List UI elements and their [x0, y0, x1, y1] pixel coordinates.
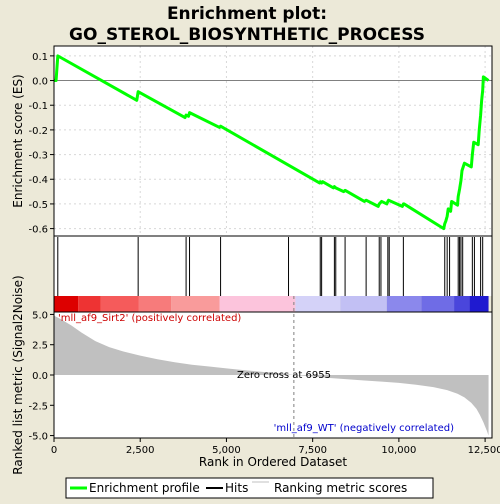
- enrichment-plot-area: [54, 46, 492, 236]
- ranking-y-ticks: 5.0 2.5 0.0 -2.5 -5.0: [28, 310, 54, 443]
- hits-panel: [53, 235, 493, 313]
- rank-color-segment: [100, 296, 139, 312]
- legend-enrichment-label: Enrichment profile: [89, 481, 200, 495]
- rank-color-segment: [421, 296, 455, 312]
- hit-markers: [57, 237, 484, 296]
- zero-cross-label: Zero cross at 6955: [237, 370, 331, 381]
- enrichment-y-axis-label: Enrichment score (ES): [11, 74, 25, 207]
- ranking-y-axis-label: Ranked list metric (Signal2Noise): [11, 275, 25, 474]
- rank-color-segment: [54, 296, 79, 312]
- enrichment-y-tick-label: -0.4: [28, 175, 48, 186]
- legend: Enrichment profile Hits Ranking metric s…: [65, 477, 434, 499]
- rank-color-segment: [386, 296, 422, 312]
- enrichment-y-tick-label: 0.0: [32, 77, 48, 88]
- positive-correlation-label: 'mll_af9_Sirt2' (positively correlated): [58, 313, 241, 324]
- ranking-plot-frame: [53, 311, 493, 439]
- rank-color-segment: [138, 296, 172, 312]
- enrichment-y-tick-label: -0.6: [28, 225, 48, 236]
- rank-color-band: [54, 296, 489, 312]
- ranking-y-tick-label: -2.5: [28, 401, 48, 412]
- x-axis-tick-label: 10,000: [381, 445, 416, 456]
- rank-color-segment: [171, 296, 220, 312]
- x-axis-label: Rank in Ordered Dataset: [199, 455, 347, 469]
- legend-ranking-label: Ranking metric scores: [274, 481, 407, 495]
- chart-title-line2: GO_STEROL_BIOSYNTHETIC_PROCESS: [69, 25, 425, 45]
- enrichment-y-tick-label: -0.3: [28, 151, 48, 162]
- rank-color-segment: [454, 296, 470, 312]
- rank-color-segment: [219, 296, 296, 312]
- ranking-y-tick-label: 0.0: [32, 371, 48, 382]
- ranking-metric-area: [54, 315, 489, 436]
- legend-box: [65, 477, 434, 499]
- enrichment-y-tick-label: 0.1: [32, 52, 48, 63]
- enrichment-y-tick-label: -0.5: [28, 200, 48, 211]
- rank-color-segment: [295, 296, 341, 312]
- x-axis-tick-label: 2,500: [126, 445, 155, 456]
- x-axis-tick-label: 12,500: [468, 445, 500, 456]
- x-axis-tick-label: 5,000: [212, 445, 241, 456]
- enrichment-profile-line: [54, 54, 490, 231]
- rank-color-segment: [469, 296, 489, 312]
- x-axis-tick-label: 7,500: [298, 445, 327, 456]
- ranking-y-tick-label: -5.0: [28, 432, 48, 443]
- ranking-y-tick-label: 5.0: [32, 310, 48, 321]
- enrichment-y-tick-label: -0.2: [28, 126, 48, 137]
- rank-color-segment: [340, 296, 387, 312]
- hits-plot-area: [54, 236, 492, 296]
- legend-hits-label: Hits: [225, 481, 248, 495]
- enrichment-y-tick-label: -0.1: [28, 101, 48, 112]
- ranking-y-tick-label: 2.5: [32, 341, 48, 352]
- chart-title-line1: Enrichment plot:: [167, 4, 327, 24]
- x-axis-ticks: 0 2,500 5,000 7,500 10,000 12,500: [51, 438, 500, 456]
- enrichment-y-ticks: 0.1 0.0 -0.1 -0.2 -0.3 -0.4 -0.5 -0.6: [28, 52, 54, 236]
- ranking-panel: Zero cross at 6955 'mll_af9_Sirt2' (posi…: [11, 275, 500, 474]
- rank-color-segment: [78, 296, 101, 312]
- x-axis-tick-label: 0: [51, 445, 57, 456]
- enrichment-panel: 0.1 0.0 -0.1 -0.2 -0.3 -0.4 -0.5 -0.6 Enrichmen…: [11, 45, 493, 237]
- negative-correlation-label: 'mll_af9_WT' (negatively correlated): [274, 423, 454, 434]
